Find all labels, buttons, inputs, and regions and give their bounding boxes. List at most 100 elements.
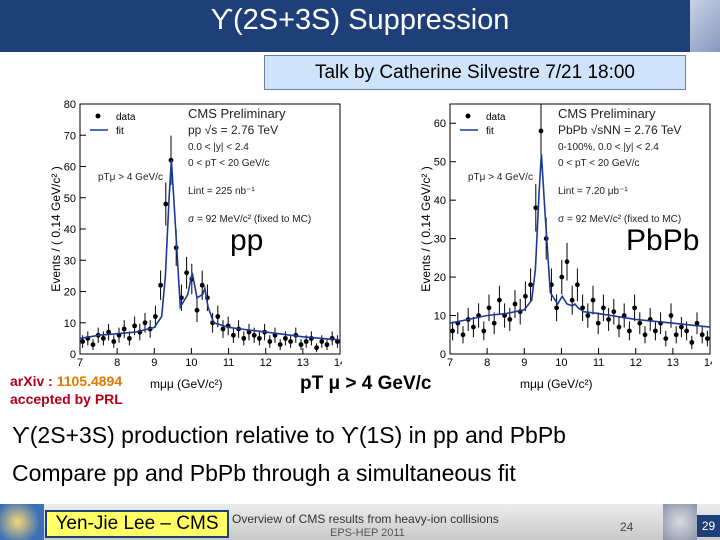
- plot-annotation: σ = 92 MeV/c² (fixed to MC): [558, 214, 681, 225]
- data-point: [251, 332, 257, 338]
- conference-logo-icon: [663, 504, 697, 540]
- page-number: 29: [697, 515, 720, 537]
- y-tick-label: 30: [64, 255, 76, 267]
- plot-annotation: CMS Preliminary: [558, 106, 656, 121]
- data-point: [523, 293, 528, 299]
- pp-mass-plot: 7 8 9 10 11 12 13 14 0 10 20 30 40 50 60 70 80 mμμ (GeV/c…: [49, 99, 342, 391]
- data-point: [507, 316, 513, 322]
- data-point: [554, 305, 559, 311]
- data-point: [637, 320, 643, 326]
- data-point: [288, 339, 293, 344]
- data-point: [257, 335, 262, 341]
- y-tick-label: 70: [64, 130, 76, 142]
- pbpb-mass-plot: 7 8 9 10 11 12 13 14 0 10 20 30 40 50 60 mμμ (GeV/c²) Ev…: [419, 103, 712, 391]
- plot-annotation: PbPb √sNN = 2.76 TeV: [558, 123, 681, 137]
- y-tick-label: 30: [434, 234, 446, 246]
- x-tick-label: 13: [297, 357, 309, 369]
- data-point: [627, 328, 632, 334]
- data-point: [142, 320, 148, 326]
- data-point: [283, 335, 288, 341]
- data-point: [471, 324, 476, 330]
- slide-title: ϒ(2S+3S) Suppression: [210, 4, 510, 36]
- data-point: [642, 332, 648, 338]
- arxiv-reference[interactable]: arXiv : 1105.4894: [10, 373, 122, 389]
- data-point: [215, 314, 221, 319]
- plot-annotation: 0-100%, 0.0 < |y| < 2.4: [558, 142, 659, 153]
- data-point: [80, 339, 85, 344]
- data-point: [241, 335, 247, 341]
- data-point: [277, 342, 283, 348]
- plot-annotation: 0.0 < |y| < 2.4: [188, 142, 249, 153]
- data-point: [199, 282, 205, 288]
- data-point: [450, 328, 455, 334]
- footer-slide-number: 24: [620, 520, 634, 534]
- data-point: [580, 305, 585, 311]
- plot-annotation: CMS Preliminary: [188, 106, 286, 121]
- data-point: [694, 320, 700, 326]
- plot-annotation: pp √s = 2.76 TeV: [188, 123, 278, 137]
- data-point: [616, 324, 622, 330]
- plot-annotation: pTμ > 4 GeV/c: [98, 172, 163, 183]
- data-point: [684, 328, 689, 334]
- y-tick-label: 50: [64, 193, 76, 205]
- y-tick-label: 20: [434, 272, 446, 284]
- data-point: [319, 339, 325, 344]
- data-point: [460, 332, 466, 338]
- data-point: [324, 342, 330, 348]
- data-point: [663, 336, 669, 342]
- data-point: [559, 274, 565, 280]
- plot-annotation: Lint = 7.20 μb⁻¹: [558, 186, 628, 197]
- data-point: [184, 270, 190, 276]
- y-tick-label: 10: [64, 318, 76, 330]
- panel-label: PbPb: [626, 224, 699, 257]
- data-point: [668, 313, 674, 318]
- y-tick-label: 40: [434, 195, 446, 207]
- data-point: [533, 205, 539, 211]
- data-point: [491, 320, 497, 326]
- x-axis-label: mμμ (GeV/c²): [520, 377, 593, 391]
- data-point: [132, 323, 138, 329]
- fit-curve: [449, 153, 711, 328]
- x-tick-label: 11: [593, 357, 604, 369]
- data-point: [220, 326, 226, 332]
- legend-fit-label: fit: [116, 126, 124, 137]
- plot-annotation: pTμ > 4 GeV/c: [468, 172, 533, 183]
- legend-data-label: data: [486, 112, 506, 123]
- x-tick-label: 13: [667, 357, 679, 369]
- data-point: [298, 342, 304, 348]
- panel-label: pp: [230, 224, 263, 257]
- fit-curve: [79, 160, 341, 341]
- plot-annotation: 0 < pT < 20 GeV/c: [558, 158, 640, 169]
- x-tick-label: 10: [185, 357, 197, 369]
- x-tick-label: 7: [77, 357, 83, 369]
- data-point: [679, 324, 684, 330]
- legend-data-marker: [95, 113, 101, 119]
- data-point: [153, 314, 158, 319]
- data-point: [194, 307, 200, 313]
- plot-annotation: 0 < pT < 20 GeV/c: [188, 158, 270, 169]
- data-point: [569, 297, 575, 303]
- x-tick-label: 8: [114, 357, 120, 369]
- y-tick-label: 10: [434, 311, 446, 323]
- data-point: [111, 339, 117, 344]
- corner-logo: [690, 0, 720, 52]
- legend-data-label: data: [116, 112, 136, 123]
- data-point: [512, 301, 518, 307]
- data-point: [231, 332, 236, 338]
- x-tick-label: 12: [260, 357, 272, 369]
- data-point: [575, 282, 580, 288]
- x-tick-label: 14: [704, 357, 712, 369]
- data-point: [699, 332, 705, 338]
- y-tick-label: 40: [64, 224, 76, 236]
- data-point: [121, 326, 127, 332]
- talk-reference-box: Talk by Catherine Silvestre 7/21 18:00: [264, 55, 686, 90]
- pt-cut-label: pT μ > 4 GeV/c: [300, 373, 432, 394]
- data-point: [606, 316, 611, 322]
- data-point: [689, 340, 695, 345]
- data-point: [314, 345, 319, 351]
- y-tick-label: 50: [434, 157, 446, 169]
- y-tick-label: 80: [64, 99, 76, 111]
- x-tick-label: 9: [151, 357, 157, 369]
- x-tick-label: 14: [334, 357, 342, 369]
- data-point: [267, 339, 273, 344]
